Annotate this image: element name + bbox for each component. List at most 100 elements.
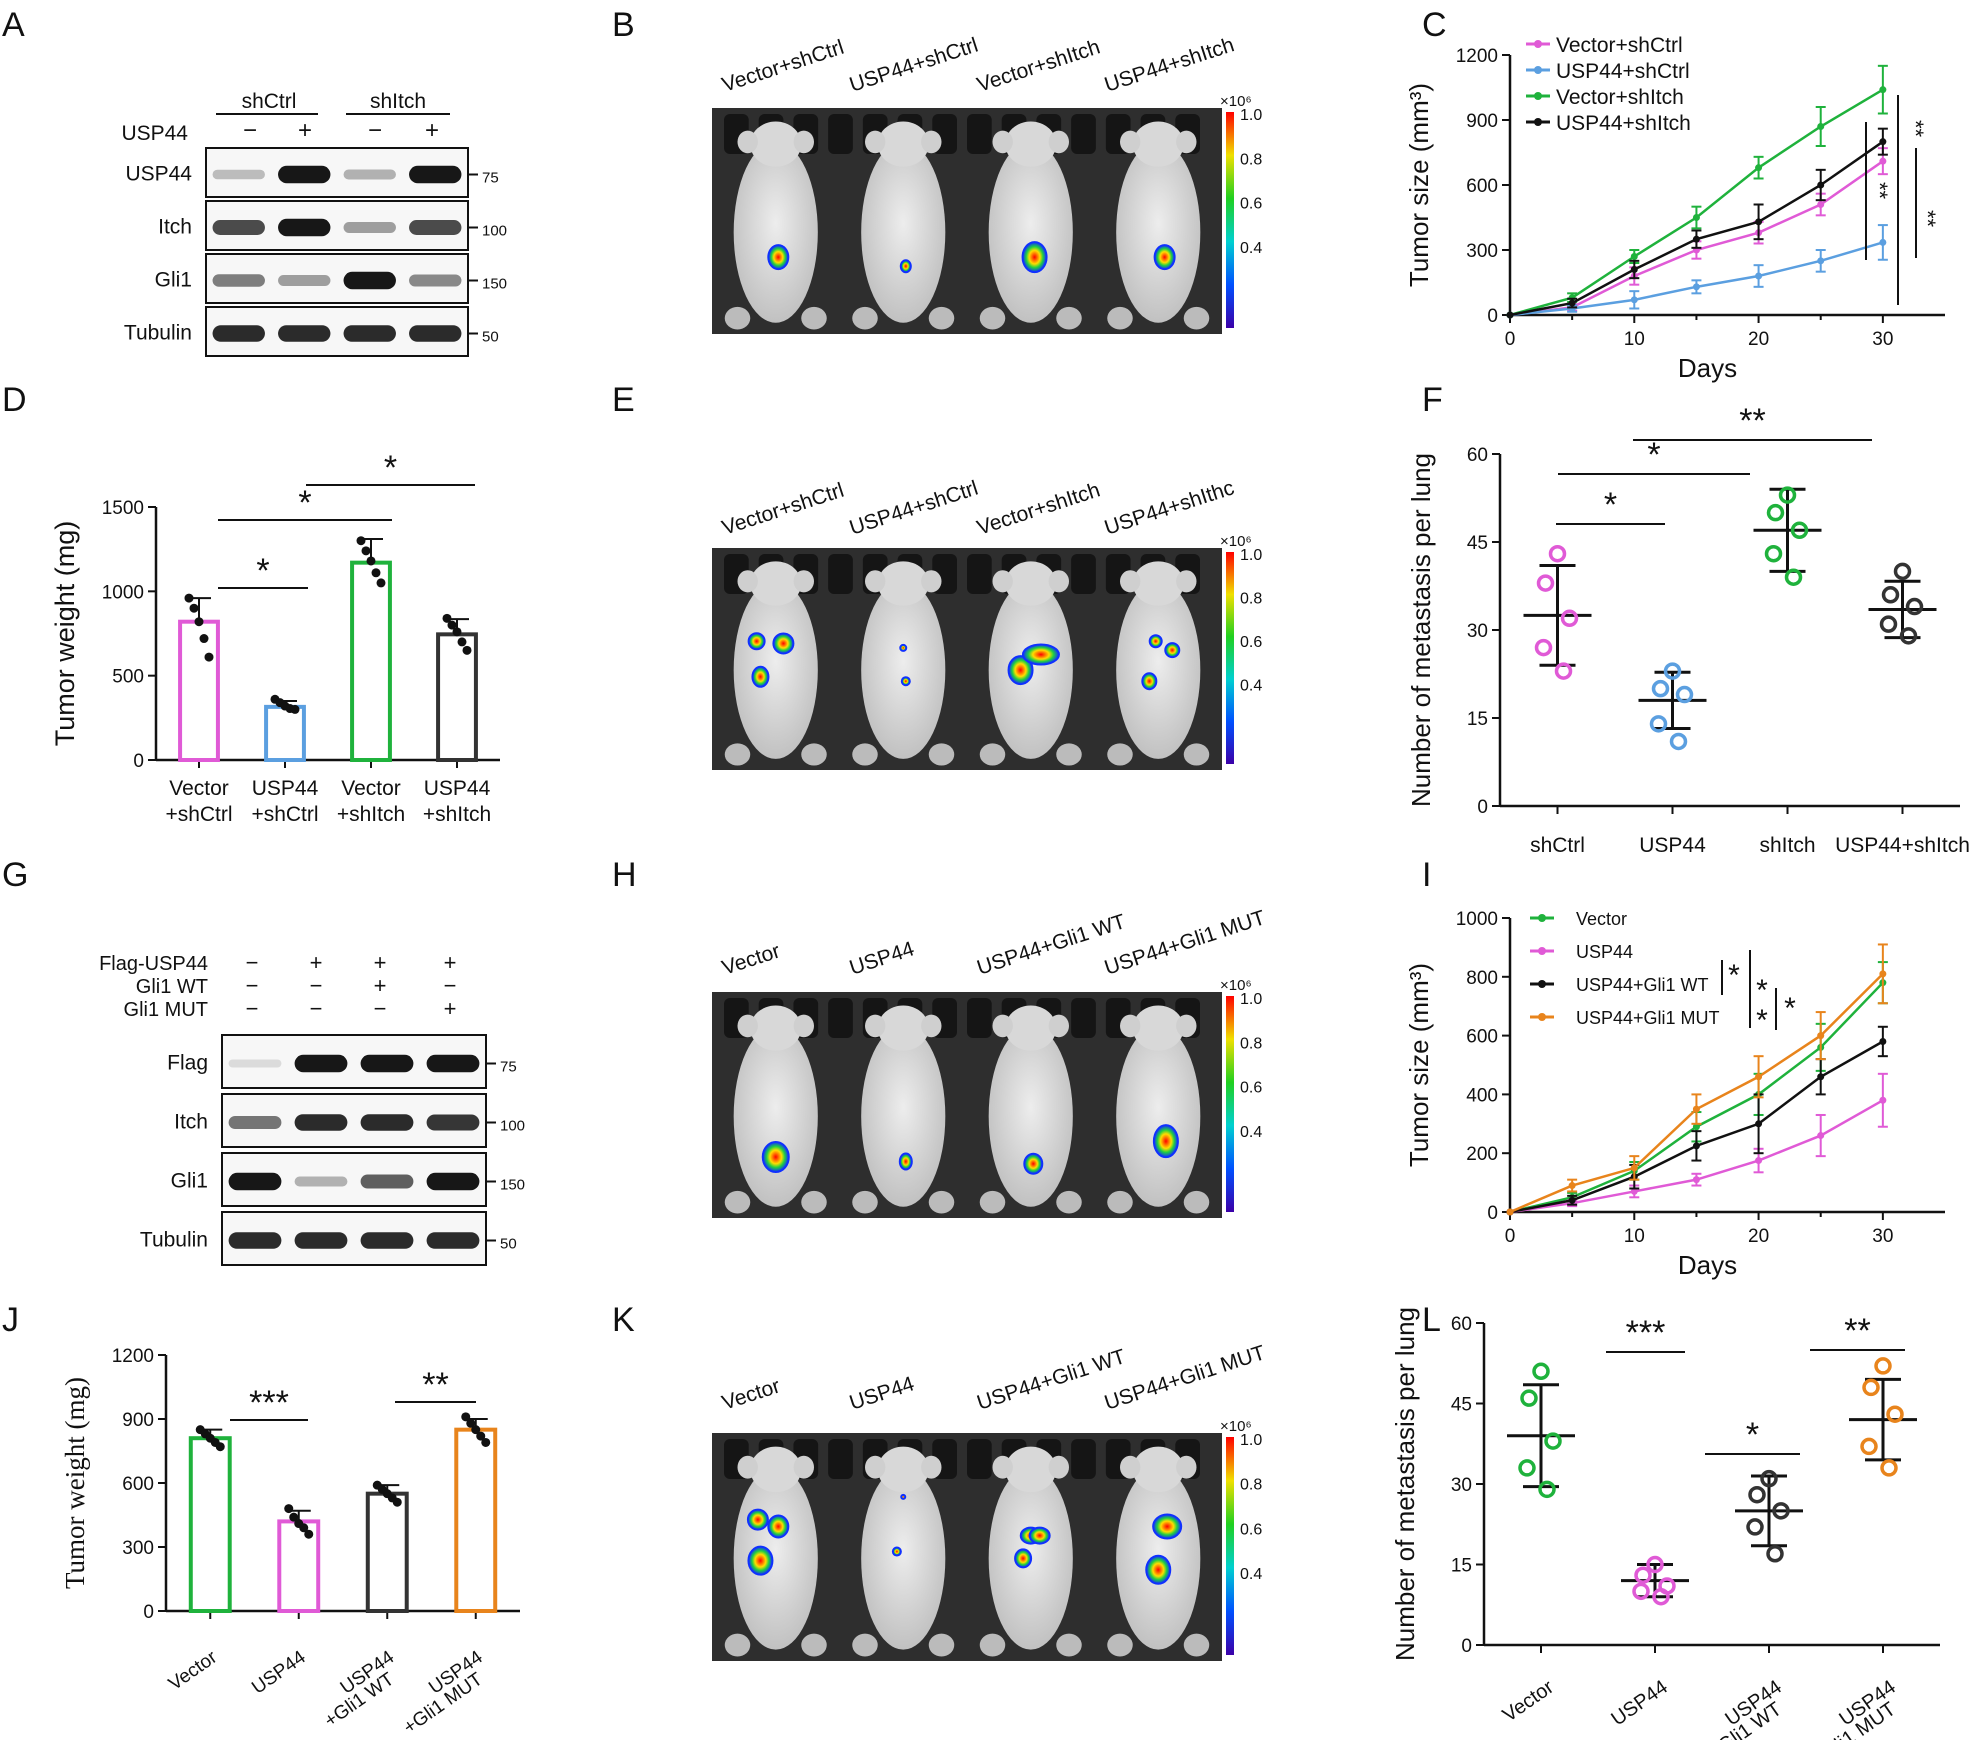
category-label: USP44+shItch [1835, 834, 1970, 857]
panel-letter-K: K [612, 1301, 635, 1339]
group-label: USP44+shCtrl [847, 477, 981, 540]
mouse-ear [1176, 130, 1197, 154]
x-tick-label: 0 [1505, 1226, 1516, 1247]
data-point [1893, 562, 1912, 581]
mouse-body [733, 141, 818, 323]
group-label: USP44+shIthc [1102, 476, 1237, 540]
treatment-sign: − [310, 973, 323, 998]
significance-mark: * [1728, 959, 1740, 992]
significance-mark: * [384, 449, 397, 487]
mouse-leg [1056, 743, 1082, 766]
data-point [290, 704, 300, 714]
x-tick-label: 0 [1505, 329, 1516, 350]
mouse-ear [1048, 570, 1070, 593]
category-label: +shCtrl [251, 803, 318, 826]
band [343, 222, 396, 233]
data-point [1755, 164, 1763, 172]
luminescence-signal [899, 643, 908, 652]
data-point [1630, 253, 1638, 260]
chart-L: 0 15 30 45 60 Number of metastasis per lung Ve… [1390, 1307, 1940, 1740]
color-scale-tick: 0.8 [1240, 1035, 1262, 1052]
legend-marker [1534, 40, 1542, 48]
mouse-head [1132, 1005, 1184, 1051]
group-label: Vector+shItch [974, 35, 1103, 96]
panel-letter-L: L [1422, 1301, 1441, 1339]
luminescence-signal [900, 1493, 907, 1500]
mouse-head [1132, 1446, 1184, 1493]
y-tick-label: 1500 [102, 498, 144, 519]
luminescence-signal [761, 1140, 790, 1173]
mouse-ear [1120, 570, 1141, 593]
significance-mark: ** [1903, 120, 1928, 138]
luminescence-signal [899, 259, 912, 274]
data-point [1817, 1032, 1825, 1040]
legend-marker [1534, 66, 1542, 74]
mouse-ear [793, 570, 814, 593]
treatment-sign: + [374, 973, 387, 998]
data-point [1748, 1485, 1766, 1504]
data-point [1669, 732, 1688, 751]
data-point [1520, 1389, 1538, 1407]
treatment-sign: + [444, 996, 457, 1021]
cage-bar [1071, 1439, 1096, 1479]
data-point [356, 536, 366, 546]
data-point [1755, 272, 1763, 280]
group-label-shctrl: shCtrl [242, 90, 297, 113]
data-point [1817, 257, 1825, 265]
data-point [1899, 627, 1918, 645]
band [278, 165, 331, 184]
luminescence-signal [747, 632, 766, 651]
significance-mark: * [1647, 436, 1660, 474]
data-point [1692, 235, 1700, 243]
mouse-head [877, 1446, 929, 1493]
color-scale-tick: 0.8 [1240, 590, 1262, 607]
y-tick-label: 0 [1461, 1636, 1472, 1657]
color-scale-unit: ×10⁶ [1220, 533, 1252, 550]
legend-label: USP44 [1576, 942, 1633, 962]
data-point [452, 627, 462, 637]
x-axis-label: Days [1678, 353, 1737, 383]
color-scale-bar [1226, 996, 1234, 1212]
mouse-ear [992, 570, 1013, 593]
western-blot-A: shCtrl shItch USP44 − + − + USP44 75 Itch 100 Gli1 1… [121, 90, 507, 357]
data-point [1817, 201, 1825, 208]
data-point [1862, 1378, 1880, 1397]
data-point [189, 603, 199, 613]
data-point [1766, 1545, 1784, 1563]
legend-label: USP44+Gli1 MUT [1576, 1008, 1720, 1028]
significance-mark: * [1604, 486, 1617, 524]
significance-mark: * [1784, 992, 1796, 1025]
mouse-leg [852, 1633, 878, 1657]
category-label: shItch [1759, 834, 1815, 857]
color-scale-tick: 1.0 [1240, 107, 1262, 124]
color-scale-tick: 0.8 [1240, 1477, 1262, 1494]
data-point [1675, 685, 1694, 704]
band [360, 1054, 414, 1073]
color-scale-tick: 0.4 [1240, 1566, 1262, 1583]
luminescence-signal [900, 676, 911, 687]
panel-letter-B: B [612, 6, 635, 44]
luminescence-signal [1153, 244, 1176, 271]
y-tick-label: 45 [1451, 1395, 1472, 1416]
blot-label-itch: Itch [158, 216, 192, 239]
y-tick-label: 900 [1466, 111, 1498, 132]
mouse-ear [865, 1455, 886, 1479]
data-point [471, 1425, 481, 1435]
data-point [462, 645, 472, 655]
data-point [1817, 181, 1825, 189]
category-label: USP44 [252, 777, 319, 800]
cage-bar [967, 114, 992, 154]
data-point [1649, 715, 1668, 733]
mouse-leg [1107, 743, 1133, 766]
data-point [1568, 299, 1576, 307]
data-point [1817, 1132, 1825, 1140]
luminescence-signal [1028, 1526, 1051, 1545]
mouse-leg [724, 1190, 751, 1214]
data-point [1554, 662, 1573, 680]
y-tick-label: 15 [1467, 709, 1488, 730]
treatment-sign: − [246, 996, 259, 1021]
treatment-sign: + [298, 117, 312, 144]
luminescence-signal [1014, 1548, 1033, 1569]
mouse-leg [801, 743, 827, 766]
cage-bar [828, 114, 853, 154]
